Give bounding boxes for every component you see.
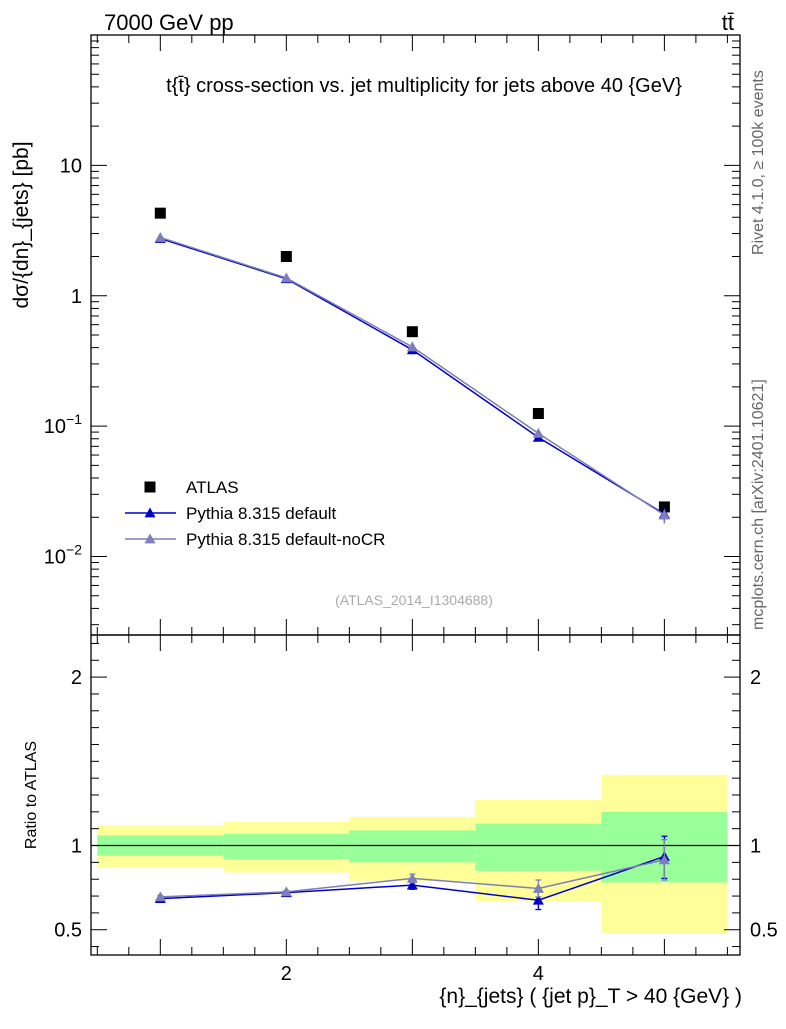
main-series <box>154 207 670 524</box>
ratio-bands <box>97 774 728 934</box>
ratio-ytick-label: 2 <box>71 667 82 689</box>
energy-label: 7000 GeV pp <box>104 10 234 35</box>
legend-marker <box>144 533 156 544</box>
band-inner <box>223 833 350 859</box>
data-point <box>406 326 418 338</box>
data-point <box>154 207 166 219</box>
ratio-series <box>154 835 670 911</box>
ratio-point <box>658 854 670 865</box>
main-axis-ticks: 10−2 10−1 1 10 <box>44 35 740 635</box>
ratio-xtick-label: 2 <box>281 963 292 985</box>
ratio-ytick-label: 0.5 <box>54 920 82 942</box>
data-point <box>154 231 166 242</box>
ratio-point <box>532 882 544 893</box>
ratio-panel: 0.5 0.5 1 1 2 2 2 4 Ratio to ATLAS {n}_{jets} (… <box>23 634 778 1008</box>
band-inner <box>349 830 476 863</box>
legend-marker <box>144 507 156 518</box>
ratio-ylabel: Ratio to ATLAS <box>23 741 40 849</box>
ratio-xlabel: {n}_{jets} ( {jet p}_T > 40 {GeV} ) <box>439 985 742 1008</box>
analysis-tag: (ATLAS_2014_I1304688) <box>335 592 493 608</box>
ratio-point <box>532 894 544 905</box>
ratio-frame <box>90 634 741 956</box>
series-line <box>160 237 665 515</box>
main-panel: 10−2 10−1 1 10 t{t̄} cross-section vs. jet … <box>10 34 741 636</box>
data-point <box>532 427 544 438</box>
ratio-point <box>280 886 292 897</box>
process-label: tt̄ <box>722 10 734 35</box>
data-point <box>532 407 544 419</box>
main-ytick-label: 1 <box>71 286 82 308</box>
band-inner <box>475 823 602 871</box>
data-point <box>280 272 292 283</box>
legend-label: ATLAS <box>186 478 239 497</box>
series-line <box>160 236 665 516</box>
data-point <box>658 509 670 520</box>
main-ytick-label: 10−2 <box>44 542 82 569</box>
source-label: mcplots.cern.ch [arXiv:2401.10621] <box>750 379 767 630</box>
chart-title: t{t̄} cross-section vs. jet multiplicity… <box>166 75 682 97</box>
ratio-point <box>406 872 418 883</box>
legend: ATLAS Pythia 8.315 default Pythia 8.315 de… <box>125 478 385 549</box>
data-point <box>280 251 292 263</box>
legend-label: Pythia 8.315 default-noCR <box>186 530 385 549</box>
ratio-series-1 <box>154 838 670 902</box>
ratio-ytick-label-right: 0.5 <box>750 920 778 942</box>
ratio-point <box>154 891 166 902</box>
ratio-ytick-label-right: 1 <box>750 836 761 858</box>
main-ytick-label: 10 <box>60 155 82 177</box>
data-point <box>658 501 670 513</box>
legend-marker <box>144 481 156 493</box>
ratio-ytick-label-right: 2 <box>750 667 761 689</box>
legend-label: Pythia 8.315 default <box>186 504 337 523</box>
ratio-xtick-label: 4 <box>533 963 544 985</box>
ratio-point <box>406 879 418 890</box>
series-2 <box>154 231 670 524</box>
data-point <box>406 341 418 352</box>
main-ylabel: dσ/{dn}_{jets} [pb] <box>10 141 33 308</box>
series-0 <box>154 207 670 513</box>
rivet-label: Rivet 4.1.0, ≥ 100k events <box>750 70 767 255</box>
main-ytick-label: 10−1 <box>44 411 82 438</box>
ratio-axis-ticks: 0.5 0.5 1 1 2 2 2 4 <box>54 635 778 985</box>
ratio-ytick-label: 1 <box>71 836 82 858</box>
